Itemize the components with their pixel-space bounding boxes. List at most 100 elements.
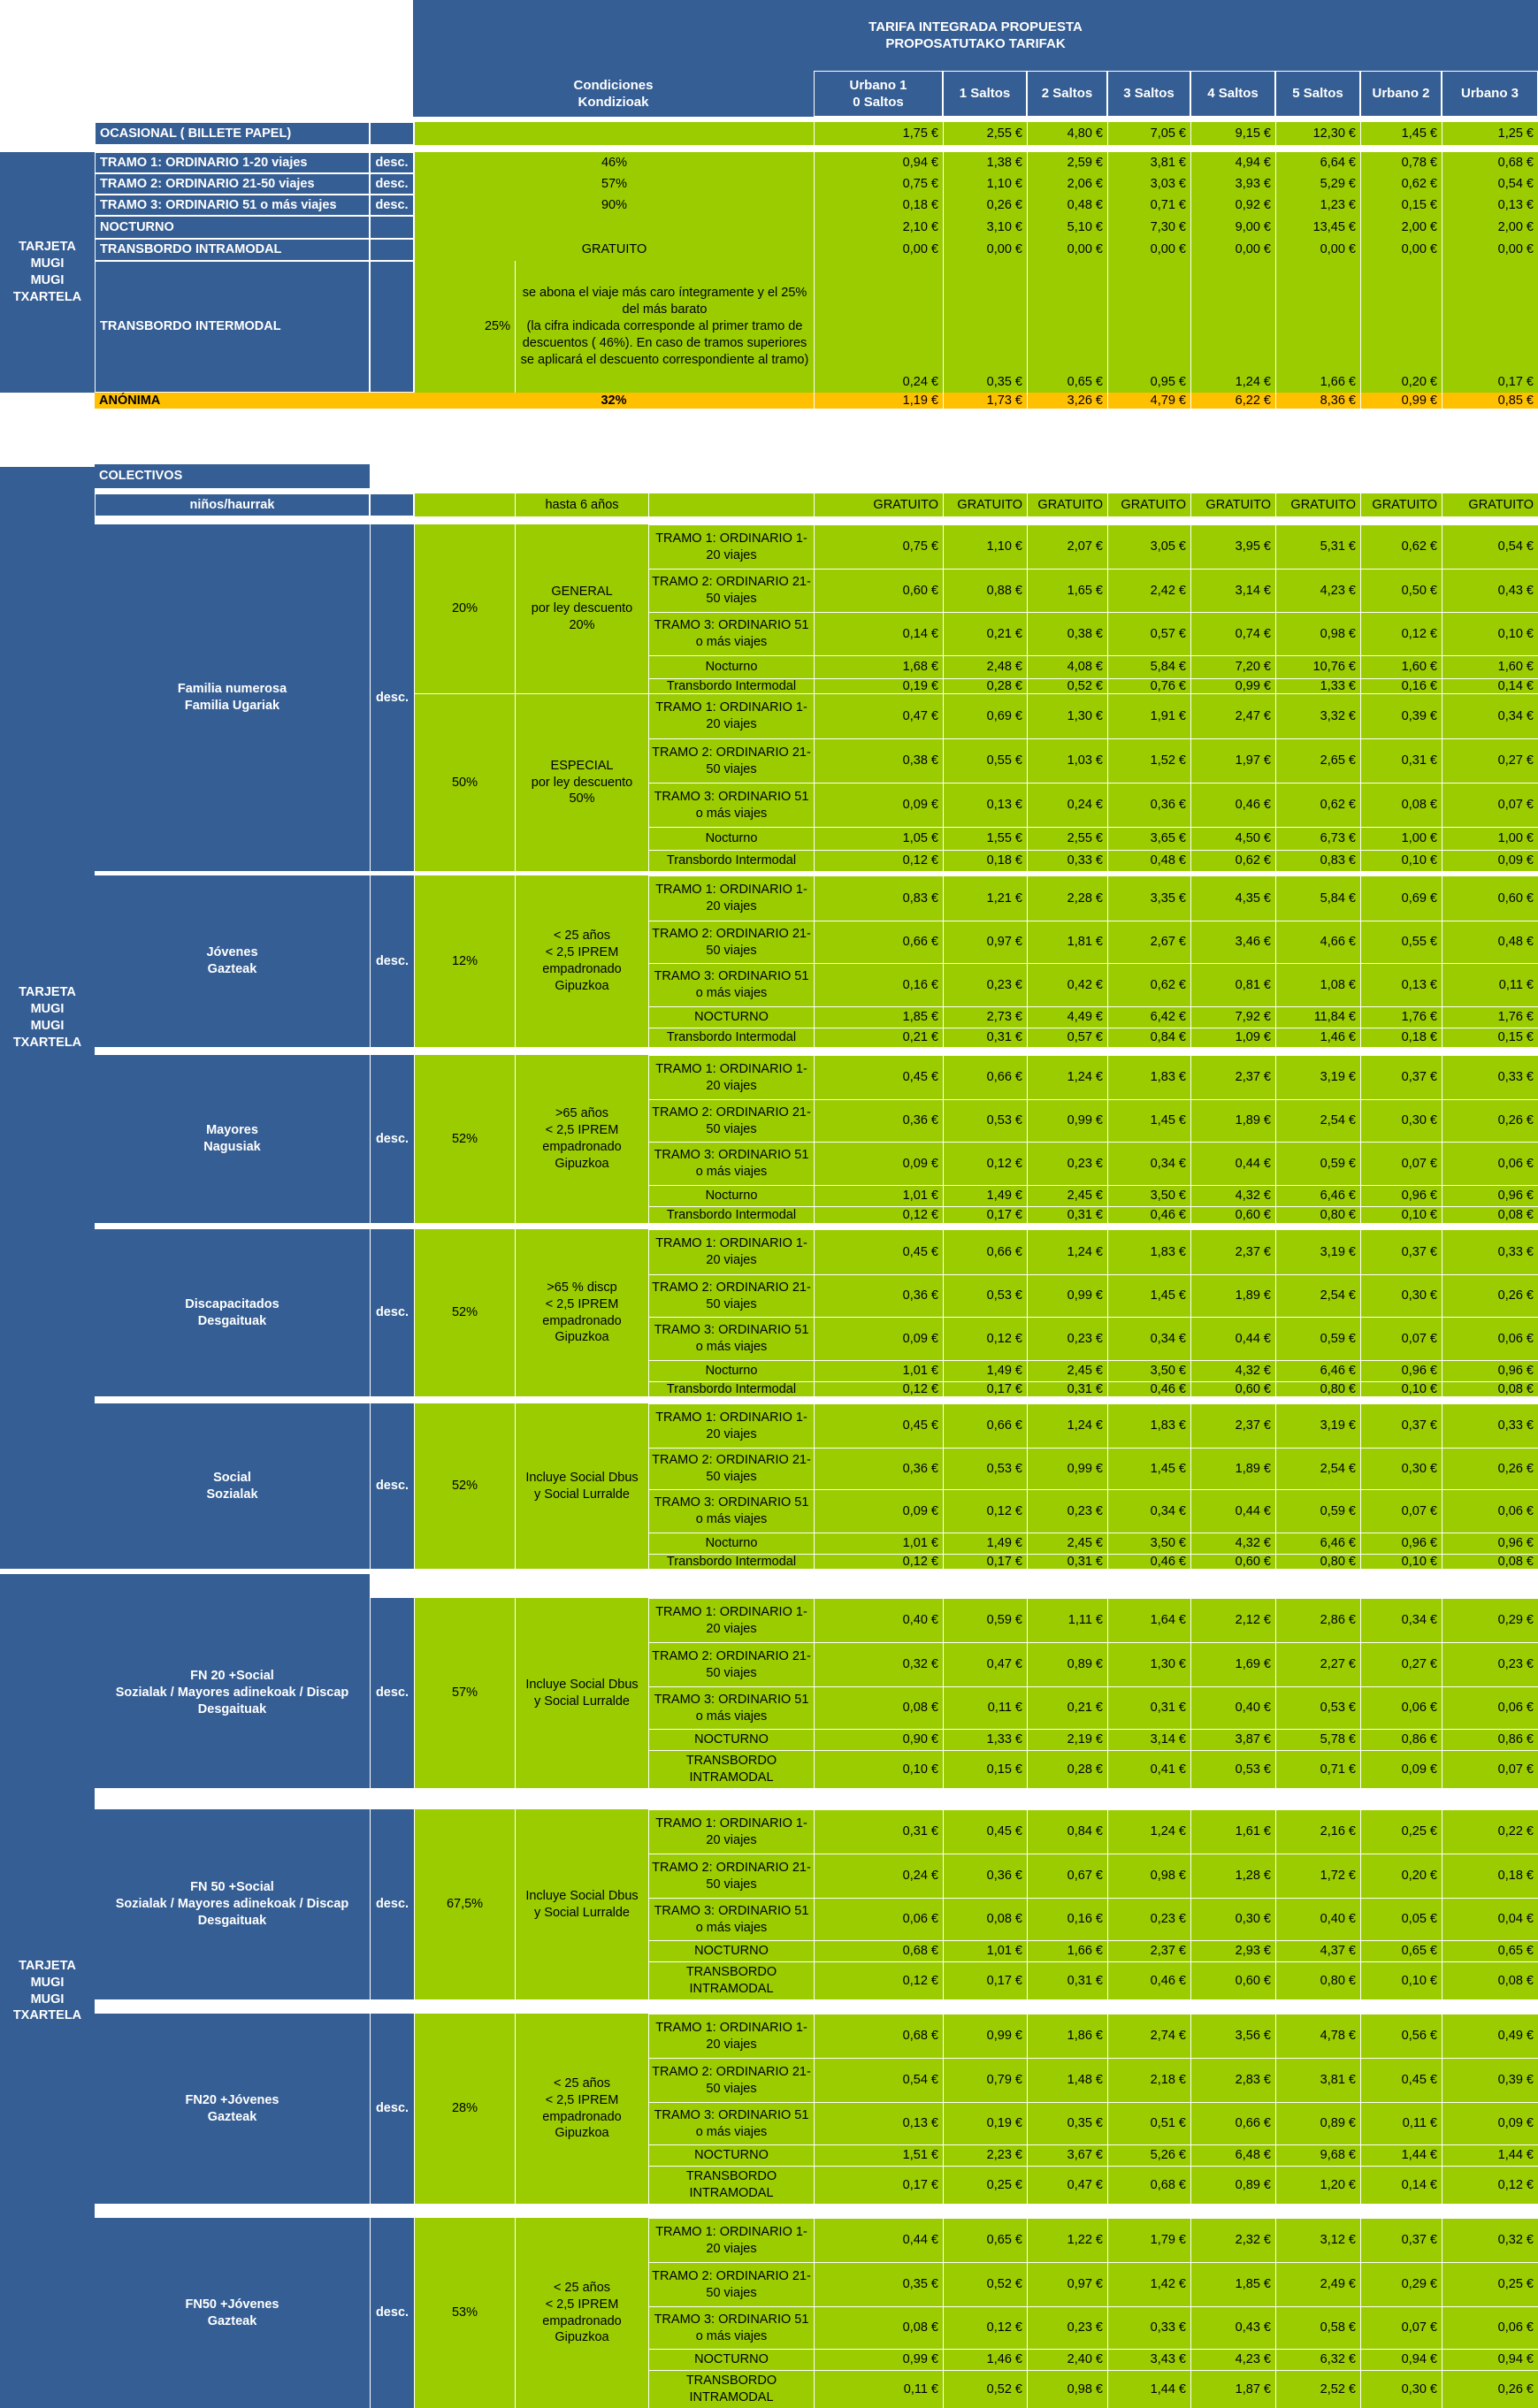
group-2-sub-0-row-3-value-2: 2,45 € bbox=[1027, 1185, 1107, 1206]
group-6-sub-0-row-4-value-6-text: 0,10 € bbox=[1401, 1973, 1437, 1988]
group-0-sub-0-row-1-label: TRAMO 2: ORDINARIO 21-50 viajes bbox=[648, 569, 814, 612]
group-desc-4: desc. bbox=[370, 1403, 414, 1569]
group-3-sub-0-row-3-value-5: 6,46 € bbox=[1275, 1360, 1360, 1381]
group-8-sub-0-row-0-value-5: 3,12 € bbox=[1275, 2218, 1360, 2262]
zone-header-6: Urbano 2 bbox=[1360, 71, 1442, 117]
intermodal-values-6-text: 0,20 € bbox=[1401, 375, 1437, 390]
row-desc-2-text: desc. bbox=[375, 176, 409, 191]
group-4-sub-0-row-3-value-0-text: 1,01 € bbox=[902, 1536, 938, 1551]
group-5-sub-0-row-1-value-1-text: 0,47 € bbox=[986, 1657, 1022, 1672]
group-6-sub-0-row-1-value-1-text: 0,36 € bbox=[986, 1869, 1022, 1884]
group-7-sub-0-row-4-value-0: 0,17 € bbox=[814, 2166, 943, 2204]
group-3-sub-0-row-3-label-text: Nocturno bbox=[705, 1364, 758, 1379]
group-3-pct-0: 52% bbox=[414, 1229, 515, 1396]
group-0-sub-1-row-3-value-7-text: 1,00 € bbox=[1497, 831, 1534, 846]
group-4-sub-0-row-3-label: Nocturno bbox=[648, 1533, 814, 1554]
group-0-sub-1-row-0-value-1: 0,69 € bbox=[943, 693, 1027, 738]
group-3-sub-0-row-3-value-3: 3,50 € bbox=[1107, 1360, 1190, 1381]
group-5-sub-0-row-4-value-5: 0,71 € bbox=[1275, 1750, 1360, 1788]
group-4-sub-0-row-3-label-text: Nocturno bbox=[705, 1536, 758, 1551]
row-cond-5-text: GRATUITO bbox=[581, 242, 647, 257]
group-1-sub-0-row-3-value-2-text: 4,49 € bbox=[1067, 1010, 1103, 1025]
group-1-sub-0-row-1-value-7-text: 0,48 € bbox=[1497, 935, 1534, 950]
group-4-sub-0-row-2-value-7-text: 0,06 € bbox=[1497, 1503, 1534, 1518]
group-0-sub-1-row-4-value-5: 0,83 € bbox=[1275, 850, 1360, 871]
group-4-sub-0-row-1-value-7-text: 0,26 € bbox=[1497, 1461, 1534, 1476]
intermodal-values-4: 1,24 € bbox=[1190, 261, 1275, 393]
group-4-sub-0-row-2-value-5-text: 0,59 € bbox=[1320, 1503, 1356, 1518]
group-1-sub-0-row-4-value-6-text: 0,18 € bbox=[1401, 1030, 1437, 1045]
group-3-sub-0-row-0-value-4-text: 2,37 € bbox=[1235, 1244, 1271, 1259]
group-6-sub-0-row-2-value-0-text: 0,06 € bbox=[902, 1912, 938, 1927]
group-6-sub-0-row-1-value-7-text: 0,18 € bbox=[1497, 1869, 1534, 1884]
group-6-sub-0-row-0-value-6: 0,25 € bbox=[1360, 1809, 1442, 1854]
group-2-sub-0-row-3-value-7: 0,96 € bbox=[1442, 1185, 1538, 1206]
zone-header-7: Urbano 3 bbox=[1442, 71, 1538, 117]
conditions-header: Condiciones Kondizioak bbox=[413, 71, 814, 117]
row-values-3-1-text: 0,26 € bbox=[986, 197, 1022, 212]
group-0-sub-1-row-0-value-7: 0,34 € bbox=[1442, 693, 1538, 738]
group-4-sub-0-row-0-value-1-text: 0,66 € bbox=[986, 1418, 1022, 1433]
group-7-sub-0-row-2-value-3: 0,51 € bbox=[1107, 2102, 1190, 2144]
group-4-sub-0-row-3-value-1-text: 1,49 € bbox=[986, 1536, 1022, 1551]
group-7-sub-0-row-3-label-text: NOCTURNO bbox=[694, 2148, 769, 2163]
group-3-sub-0-row-1-value-1: 0,53 € bbox=[943, 1274, 1027, 1317]
group-2-sub-0-row-1-value-3-text: 1,45 € bbox=[1150, 1113, 1186, 1128]
group-2-sub-0-row-1-value-4: 1,89 € bbox=[1190, 1099, 1275, 1142]
zone-header-3: 3 Saltos bbox=[1107, 71, 1190, 117]
group-4-sub-0-row-1-value-7: 0,26 € bbox=[1442, 1448, 1538, 1489]
group-5-sub-0-row-0-value-2: 1,11 € bbox=[1027, 1598, 1107, 1642]
group-0-sub-1-row-1-value-2-text: 1,03 € bbox=[1067, 753, 1103, 768]
group-1-sub-0-row-1-value-6: 0,55 € bbox=[1360, 921, 1442, 963]
group-4-sub-0-row-3-value-7-text: 0,96 € bbox=[1497, 1536, 1534, 1551]
anonima-values-1: 1,73 € bbox=[943, 393, 1027, 409]
group-6-sub-0-row-0-value-2: 0,84 € bbox=[1027, 1809, 1107, 1854]
group-6-sub-0-row-3-value-2: 1,66 € bbox=[1027, 1940, 1107, 1961]
group-3-sub-0-row-4-value-1: 0,17 € bbox=[943, 1381, 1027, 1396]
group-6-sub-0-row-4-value-0-text: 0,12 € bbox=[902, 1973, 938, 1988]
header-title-line2: PROPOSATUTAKO TARIFAK bbox=[885, 36, 1066, 51]
group-1-sub-0-row-2-label: TRAMO 3: ORDINARIO 51 o más viajes bbox=[648, 963, 814, 1006]
group-0-pct-1-text: 50% bbox=[451, 775, 478, 790]
group-5-sub-0-row-1-value-7-text: 0,23 € bbox=[1497, 1657, 1534, 1672]
group-3-sub-0-row-1-value-2-text: 0,99 € bbox=[1067, 1288, 1103, 1303]
row-values-0-2-text: 4,80 € bbox=[1067, 126, 1103, 141]
group-1-sub-0-row-1-value-3: 2,67 € bbox=[1107, 921, 1190, 963]
group-4-sub-0-row-0-value-0: 0,45 € bbox=[814, 1403, 943, 1448]
group-0-sub-0-row-2-value-2: 0,38 € bbox=[1027, 612, 1107, 655]
group-5-sub-0-row-2-value-2-text: 0,21 € bbox=[1067, 1701, 1103, 1716]
group-0-sub-0-row-2-value-1-text: 0,21 € bbox=[986, 626, 1022, 641]
group-8-sub-0-row-1-value-3-text: 1,42 € bbox=[1150, 2277, 1186, 2292]
group-2-sub-0-row-3-value-5-text: 6,46 € bbox=[1320, 1189, 1356, 1204]
group-0-sub-1-row-0-value-6-text: 0,39 € bbox=[1401, 708, 1437, 723]
group-4-sub-0-row-4-value-0-text: 0,12 € bbox=[902, 1554, 938, 1569]
group-4-sub-0-row-3-value-5: 6,46 € bbox=[1275, 1533, 1360, 1554]
group-5-sub-0-row-1-value-5: 2,27 € bbox=[1275, 1642, 1360, 1686]
group-desc-5-text: desc. bbox=[375, 1686, 409, 1701]
group-0-sub-0-row-4-value-6: 0,16 € bbox=[1360, 678, 1442, 693]
group-0-sub-1-row-1-value-6-text: 0,31 € bbox=[1401, 753, 1437, 768]
group-0-sub-1-row-4-value-3: 0,48 € bbox=[1107, 850, 1190, 871]
group-3-sub-0-row-4-label: Transbordo Intermodal bbox=[648, 1381, 814, 1396]
group-8-sub-0-row-2-value-3-text: 0,33 € bbox=[1150, 2320, 1186, 2335]
group-8-sub-0-row-0-value-0: 0,44 € bbox=[814, 2218, 943, 2262]
intermodal-values-2: 0,65 € bbox=[1027, 261, 1107, 393]
group-6-sub-0-row-2-value-6-text: 0,05 € bbox=[1401, 1912, 1437, 1927]
group-0-sub-1-row-4-value-7: 0,09 € bbox=[1442, 850, 1538, 871]
group-0-sub-1-row-1-value-7: 0,27 € bbox=[1442, 738, 1538, 783]
row-values-2-6: 0,62 € bbox=[1360, 173, 1442, 195]
group-0-sub-1-row-2-value-6-text: 0,08 € bbox=[1401, 798, 1437, 813]
group-5-sub-0-row-0-value-2-text: 1,11 € bbox=[1067, 1613, 1103, 1628]
group-7-sub-0-row-3-value-4: 6,48 € bbox=[1190, 2144, 1275, 2166]
group-0-sub-1-row-0-value-2: 1,30 € bbox=[1027, 693, 1107, 738]
group-8-sub-0-row-1-value-2-text: 0,97 € bbox=[1067, 2277, 1103, 2292]
group-8-sub-0-row-3-value-2-text: 2,40 € bbox=[1067, 2352, 1103, 2367]
group-6-sub-0-row-1-value-0-text: 0,24 € bbox=[902, 1869, 938, 1884]
group-0-sub-1-row-4-value-7-text: 0,09 € bbox=[1497, 853, 1534, 868]
group-0-sub-1-row-3-value-1: 1,55 € bbox=[943, 827, 1027, 850]
group-8-sub-0-row-2-value-0: 0,08 € bbox=[814, 2306, 943, 2349]
group-2-sub-0-row-1-value-2: 0,99 € bbox=[1027, 1099, 1107, 1142]
row-values-4-6: 2,00 € bbox=[1360, 216, 1442, 239]
intermodal-values-2-text: 0,65 € bbox=[1067, 375, 1103, 390]
group-3-sub-0-row-2-value-5: 0,59 € bbox=[1275, 1317, 1360, 1360]
